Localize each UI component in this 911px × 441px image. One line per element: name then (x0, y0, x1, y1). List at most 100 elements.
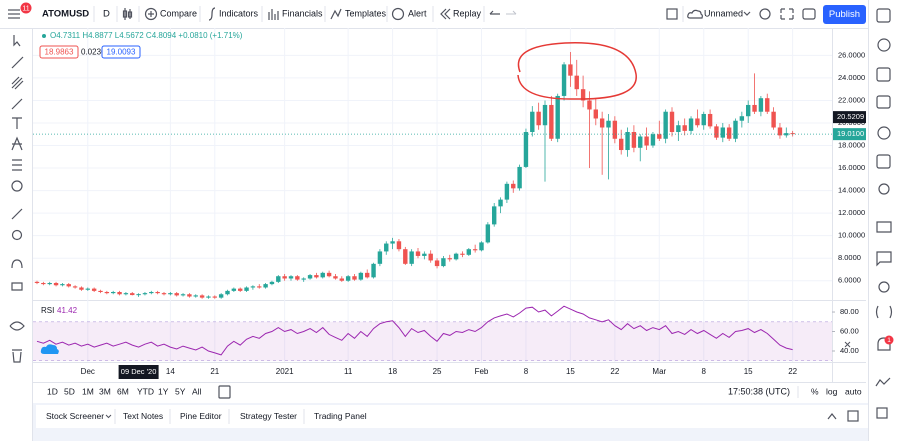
range-button[interactable]: 6M (117, 386, 129, 396)
panel-tab[interactable]: Text Notes (123, 411, 163, 421)
range-button[interactable]: YTD (137, 386, 154, 396)
candle-body (549, 104, 554, 139)
candle-body (155, 292, 160, 294)
layout-name[interactable]: Unnamed (704, 8, 743, 18)
candle-body (142, 293, 148, 295)
publish-label[interactable]: Publish (829, 9, 860, 20)
ask-price[interactable]: 19.0093 (107, 48, 136, 57)
range-button[interactable]: 3M (99, 386, 111, 396)
menu-icon[interactable] (8, 9, 20, 19)
candle-body (555, 95, 560, 139)
scale-option[interactable]: log (826, 386, 838, 396)
replay-icon[interactable] (440, 8, 451, 20)
scale-option[interactable]: auto (845, 386, 862, 396)
candle-body (434, 260, 440, 267)
price-label-bg (833, 111, 866, 124)
toolbar-button[interactable]: Compare (160, 8, 197, 18)
range-button[interactable]: 1Y (158, 386, 169, 396)
range-button[interactable]: All (192, 386, 202, 396)
candle-body (60, 284, 65, 286)
undo-icon[interactable] (489, 10, 500, 15)
y-tick-label: 26.0000 (838, 50, 865, 59)
sidebar-icons[interactable] (875, 8, 893, 419)
range-button[interactable]: 1D (47, 386, 58, 396)
buy-box[interactable] (101, 45, 141, 59)
candle-body (530, 111, 535, 132)
x-tick-label: Mar (652, 367, 666, 376)
bid-price[interactable]: 18.9863 (45, 48, 74, 57)
candle-body (288, 276, 294, 279)
candle-body (561, 64, 567, 96)
settings-icon[interactable] (759, 8, 771, 20)
cloud-icon[interactable] (687, 9, 703, 19)
x-tick-label: 22 (610, 367, 619, 376)
status-dot (42, 34, 46, 38)
indicators-icon[interactable] (208, 7, 216, 21)
candle-body (511, 183, 516, 189)
snapshot-icon[interactable] (802, 8, 816, 20)
fullscreen-box[interactable] (666, 8, 678, 20)
candle-body (225, 290, 230, 295)
candle-body (422, 253, 427, 256)
compare-icon[interactable] (144, 7, 158, 21)
interval[interactable]: D (103, 9, 110, 20)
candle-body (498, 199, 503, 207)
candle-body (453, 253, 459, 260)
panel-controls[interactable] (827, 410, 859, 422)
price-label: 19.0100 (837, 129, 864, 138)
panel-tab[interactable]: Strategy Tester (240, 411, 297, 421)
sell-box[interactable] (39, 45, 79, 59)
candle-body (199, 295, 205, 298)
candle-body (688, 118, 694, 131)
rsi-tick-label: 60.00 (840, 326, 859, 335)
candle-body (682, 125, 687, 131)
publish-button[interactable] (823, 5, 866, 24)
candle-body (726, 127, 732, 139)
candle-body (301, 278, 306, 280)
scale-settings-icon[interactable] (844, 341, 851, 348)
x-tick-label: 2021 (276, 367, 294, 376)
symbol[interactable]: ATOMUSD (42, 9, 89, 20)
candle-body (536, 111, 541, 126)
candle-body (117, 292, 122, 295)
candle-body (161, 293, 167, 295)
candle-body (485, 224, 491, 243)
x-tick-label: 15 (744, 367, 753, 376)
scale-option[interactable]: % (811, 386, 819, 396)
candle-body (111, 292, 116, 294)
x-tick-label: 25 (433, 367, 442, 376)
toolbar-button[interactable]: Templates (345, 8, 387, 18)
x-tick-label: 15 (566, 367, 575, 376)
drawing-tools[interactable] (9, 35, 25, 363)
dropdown-icon[interactable] (743, 11, 751, 16)
y-tick-label: 10.0000 (838, 231, 865, 240)
expand-icon[interactable] (780, 8, 794, 20)
candle-body (777, 127, 783, 136)
range-button[interactable]: 5D (64, 386, 75, 396)
candle-body (580, 89, 586, 101)
toolbar-button[interactable]: Indicators (219, 8, 259, 18)
range-button[interactable]: 5Y (175, 386, 186, 396)
toolbar-button[interactable]: Financials (282, 8, 323, 18)
candle-body (193, 295, 198, 297)
candle-body (739, 116, 745, 121)
candle-body (85, 288, 90, 290)
panel-tab[interactable]: Pine Editor (180, 411, 222, 421)
tab-dropdown[interactable] (105, 414, 112, 419)
templates-icon[interactable] (330, 8, 342, 20)
bar-style-icon[interactable] (122, 8, 133, 20)
range-button[interactable]: 1M (82, 386, 94, 396)
panel-tab[interactable]: Trading Panel (314, 411, 367, 421)
toolbar-button[interactable]: Alert (408, 8, 427, 18)
panel-tab[interactable]: Stock Screener (46, 411, 104, 421)
alert-icon[interactable] (391, 7, 405, 21)
candle-body (574, 75, 579, 90)
candle-body (53, 282, 59, 286)
y-tick-label: 6.0000 (838, 276, 861, 285)
notification-badge (20, 2, 32, 14)
financials-icon[interactable] (268, 9, 279, 20)
candle-body (707, 113, 713, 127)
toolbar-button[interactable]: Replay (453, 8, 482, 18)
candle-body (130, 293, 135, 296)
date-range-icon[interactable] (218, 385, 231, 399)
